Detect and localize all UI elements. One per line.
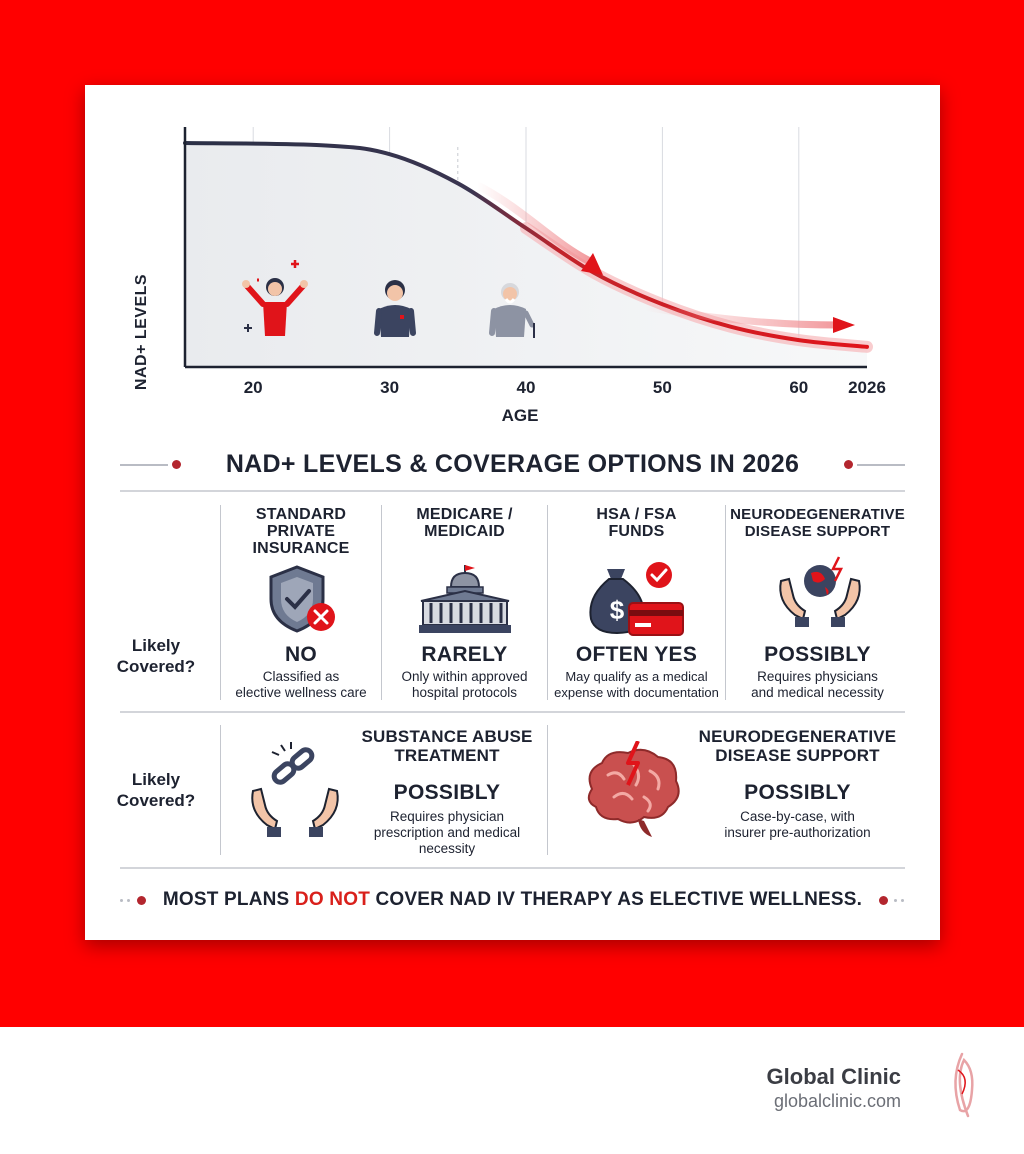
x-tick-label: 50 [652, 378, 672, 397]
trend-arrow-2 [641, 303, 844, 329]
coverage-description: May qualify as a medical expense with do… [554, 669, 719, 700]
infographic-card: NAD+ LEVELS 20 30 40 50 60 2026 AGE NAD+ LEVE… [85, 85, 940, 940]
row-1-divider-1 [220, 505, 221, 700]
footer-dot [894, 899, 897, 902]
nad-chart [183, 127, 873, 369]
coverage-title: SUBSTANCE ABUSE TREATMENT [361, 727, 533, 765]
footer-text-after: COVER NAD IV THERAPY AS ELECTIVE WELLNES… [370, 889, 863, 910]
heading-dot-left [172, 460, 181, 469]
section-heading: NAD+ LEVELS & COVERAGE OPTIONS IN 2026 [225, 450, 800, 478]
row-1-label: Likely Covered? [116, 636, 196, 676]
row-1-divider-3 [547, 505, 548, 700]
heading-dot-right [844, 460, 853, 469]
data-point [525, 227, 528, 230]
row-2-label: Likely Covered? [116, 770, 196, 810]
coverage-answer: OFTEN YES [575, 643, 698, 666]
divider-bottom [120, 867, 905, 869]
y-axis-label: NAD+ LEVELS [133, 273, 150, 391]
coverage-standard-private-result: NO Classified as elective wellness care [221, 643, 381, 701]
coverage-answer: POSSIBLY [764, 643, 871, 666]
shield-with-x-icon [269, 565, 335, 633]
footer-dot [137, 896, 146, 905]
cheering-young-person-icon [242, 260, 308, 336]
brand-name: Global Clinic [766, 1064, 901, 1089]
series-line [183, 141, 869, 349]
coverage-medicare-medicaid: MEDICARE / MEDICAID [382, 506, 547, 540]
footer-text-before: MOST PLANS [162, 889, 295, 910]
heading-rule-right [857, 464, 905, 466]
x-tick-label: 30 [380, 378, 400, 397]
data-point [320, 144, 323, 147]
divider-middle [120, 711, 905, 713]
x-tick-label: 40 [516, 378, 536, 397]
footer-dot [127, 899, 130, 902]
brand-url[interactable]: globalclinic.com [773, 1091, 901, 1111]
coverage-title: STANDARD PRIVATE INSURANCE [252, 506, 350, 557]
footer-text-highlight: DO NOT [294, 889, 371, 910]
coverage-answer: RARELY [421, 643, 508, 666]
data-point [661, 303, 664, 306]
data-point [388, 153, 391, 156]
coverage-description: Only within approved hospital protocols [401, 669, 528, 700]
footer-dot [901, 899, 904, 902]
arrowhead-2-icon [833, 317, 855, 333]
elderly-person-with-cane-icon [489, 283, 535, 338]
brand-logo-icon [954, 1052, 974, 1118]
divider-top [120, 490, 905, 492]
coverage-title: MEDICARE / MEDICAID [416, 506, 513, 540]
row-1-divider-2 [381, 505, 382, 700]
coverage-description: Case-by-case, with insurer pre-authoriza… [724, 809, 871, 840]
section-heading-row: NAD+ LEVELS & COVERAGE OPTIONS IN 2026 [120, 447, 905, 483]
coverage-title: NEURODEGENERATIVE DISEASE SUPPORT [698, 727, 897, 765]
data-point [866, 345, 869, 348]
data-point [729, 325, 732, 328]
coverage-answer: NO [284, 643, 318, 666]
arrowhead-1-icon [581, 253, 603, 275]
trend-arrow-1 [473, 181, 597, 267]
hands-broken-chain-icon [251, 742, 339, 837]
coverage-answer: POSSIBLY [744, 781, 851, 804]
area-fill [185, 143, 867, 367]
footer-note-row: MOST PLANS DO NOT COVER NAD IV THERAPY A… [120, 885, 905, 915]
x-tick-label: 20 [243, 378, 263, 397]
coverage-standard-private: STANDARD PRIVATE INSURANCE [221, 506, 381, 557]
heading-rule-left [120, 464, 168, 466]
svg-text:$: $ [610, 595, 625, 625]
coverage-answer: POSSIBLY [393, 781, 501, 804]
coverage-description: Requires physicians and medical necessit… [751, 669, 884, 700]
brain-lightning-icon [587, 741, 680, 837]
coverage-neurodegenerative-1: NEURODEGENERATIVE DISEASE SUPPORT [725, 506, 910, 540]
coverage-title: HSA / FSA FUNDS [596, 506, 677, 540]
coverage-medicare-medicaid-result: RARELY Only within approved hospital pro… [382, 643, 547, 701]
coverage-hsa-fsa: HSA / FSA FUNDS [548, 506, 725, 540]
adult-person-icon [374, 280, 416, 337]
coverage-hsa-fsa-result: OFTEN YES May qualify as a medical expen… [548, 643, 725, 701]
x-tick-label: 2026 [848, 378, 886, 397]
x-tick-label: 60 [789, 378, 809, 397]
data-point [797, 339, 800, 342]
coverage-neurodegenerative-1-result: POSSIBLY Requires physicians and medical… [725, 643, 910, 701]
money-bag-and-card-icon: $ [589, 562, 684, 636]
coverage-description: Classified as elective wellness care [235, 669, 367, 700]
coverage-substance-abuse: SUBSTANCE ABUSE TREATMENT POSSIBLY Requi… [347, 727, 547, 857]
row-2-divider-1 [220, 725, 221, 855]
footer-note: MOST PLANS DO NOT COVER NAD IV THERAPY A… [120, 889, 905, 911]
coverage-description: Requires physician prescription and medi… [373, 809, 521, 856]
footer-dot [879, 896, 888, 905]
row-1-divider-4 [725, 505, 726, 700]
row-2-divider-2 [547, 725, 548, 855]
data-point [456, 182, 459, 185]
government-building-icon [419, 565, 511, 633]
hands-holding-globe-icon [779, 556, 861, 627]
coverage-neurodegenerative-2: NEURODEGENERATIVE DISEASE SUPPORT POSSIB… [685, 727, 910, 841]
footer-dot [120, 899, 123, 902]
x-axis-label: AGE [501, 406, 539, 425]
coverage-title: NEURODEGENERATIVE DISEASE SUPPORT [730, 506, 905, 540]
